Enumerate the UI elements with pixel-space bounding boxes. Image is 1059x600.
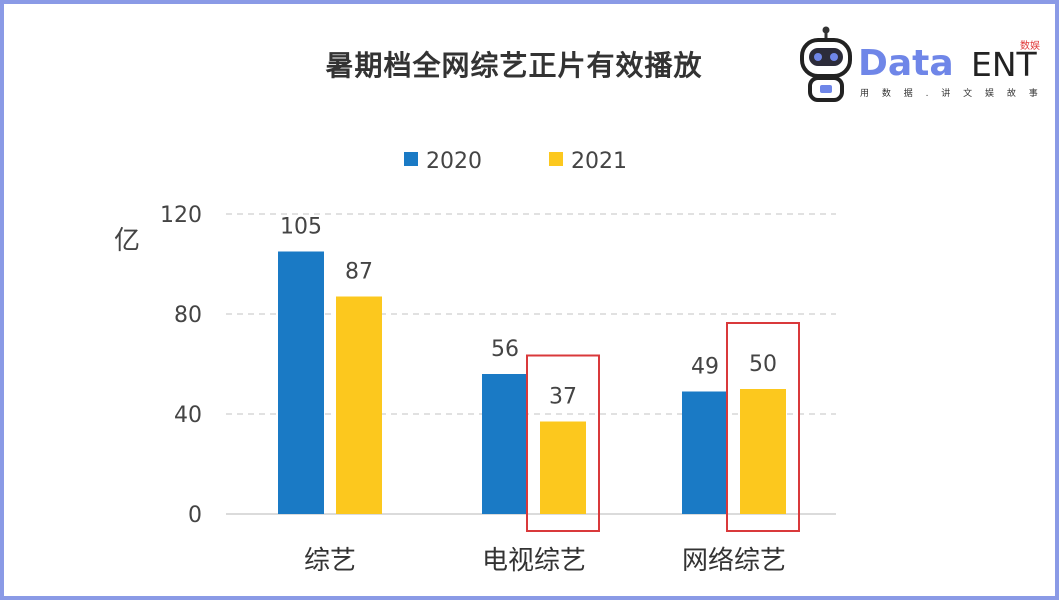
bar-value-label: 50: [749, 352, 777, 377]
logo-data-text: Data: [858, 43, 954, 84]
bar-value-label: 87: [345, 260, 373, 285]
logo-ent-text: ENT: [971, 45, 1037, 84]
y-tick-label: 40: [174, 403, 202, 428]
chart-bars: 105 56 49 87 37 50: [278, 215, 786, 514]
bar: [540, 421, 586, 514]
legend-label: 2021: [571, 149, 627, 174]
y-tick-label: 0: [188, 503, 202, 528]
x-tick-label: 电视综艺: [482, 546, 586, 576]
y-axis: 0 40 80 120 亿: [114, 203, 202, 528]
chart-title: 暑期档全网综艺正片有效播放: [325, 49, 703, 82]
highlight-boxes: [526, 322, 800, 532]
x-tick-label: 综艺: [304, 546, 356, 576]
chart-gridlines: [226, 213, 836, 515]
bar: [740, 389, 786, 514]
y-axis-label: 亿: [114, 226, 140, 256]
chart-legend: 2020 2021: [404, 149, 627, 174]
y-tick-label: 80: [174, 303, 202, 328]
bar: [278, 251, 324, 514]
x-tick-label: 网络综艺: [682, 546, 786, 576]
bar-value-label: 56: [491, 337, 519, 362]
bar: [336, 296, 382, 514]
legend-label: 2020: [426, 149, 482, 174]
y-tick-label: 120: [160, 203, 202, 228]
logo-tagline: 用 数 据 . 讲 文 娱 故 事: [860, 89, 1043, 99]
robot-mascot-icon: [800, 26, 852, 102]
legend-swatch: [404, 152, 418, 166]
bar: [482, 374, 528, 514]
bar-value-label: 37: [549, 385, 577, 410]
bar-value-label: 105: [280, 215, 322, 240]
bar-chart: 2020 2021 0 40 80 120 亿 105 56 49 87 37 50 综艺 电视综艺 网…: [114, 149, 836, 576]
legend-swatch: [549, 152, 563, 166]
bar-value-label: 49: [691, 355, 719, 380]
highlight-box: [526, 354, 600, 532]
highlight-box: [726, 322, 800, 532]
data-ent-logo: Data ENT 数娱 用 数 据 . 讲 文 娱 故 事: [796, 26, 1056, 106]
logo-badge: 数娱: [1020, 41, 1040, 52]
x-axis: 综艺 电视综艺 网络综艺: [304, 546, 786, 576]
bar: [682, 391, 728, 514]
